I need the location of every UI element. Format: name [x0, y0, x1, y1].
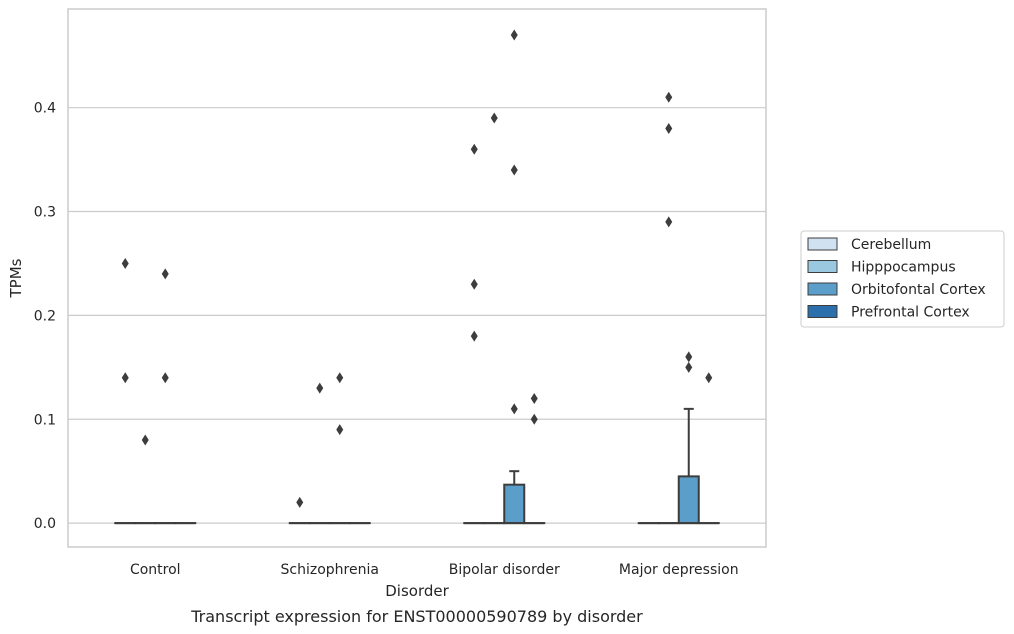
outlier-point: [336, 424, 344, 436]
outlier-point: [490, 112, 498, 124]
outlier-point: [665, 122, 673, 134]
x-axis-label: Disorder: [385, 582, 449, 600]
outlier-point: [161, 268, 169, 280]
box-elements: [114, 407, 720, 525]
outlier-point: [121, 372, 129, 384]
outlier-point: [296, 496, 304, 508]
outlier-point: [470, 143, 478, 155]
outlier-point: [470, 278, 478, 290]
outlier-points: [121, 29, 713, 508]
y-tick-labels: 0.0 0.1 0.2 0.3 0.4: [34, 101, 56, 532]
outlier-point: [161, 372, 169, 384]
y-axis-label: TPMs: [7, 258, 25, 298]
outlier-point: [665, 91, 673, 103]
outlier-point: [470, 330, 478, 342]
x-tick-labels: Control Schizophrenia Bipolar disorder Majo…: [130, 562, 739, 578]
outlier-point: [141, 434, 149, 446]
legend-frame: [800, 230, 1005, 328]
x-tick-label: Control: [130, 562, 181, 578]
outlier-point: [530, 392, 538, 404]
legend: Cerebellum Hipppocampus Orbitofontal Corte…: [800, 230, 1005, 328]
outlier-point: [685, 361, 693, 373]
outlier-point: [336, 372, 344, 384]
x-tick-label: Schizophrenia: [281, 562, 379, 578]
plot-background: [68, 9, 766, 547]
box: [677, 475, 700, 525]
chart-title: Transcript expression for ENST0000059078…: [190, 607, 643, 626]
outlier-point: [121, 257, 129, 269]
legend-swatch: [807, 260, 838, 273]
y-tick-label: 0.0: [34, 516, 56, 532]
x-tick-label: Major depression: [619, 562, 739, 578]
legend-label: Prefrontal Cortex: [851, 305, 970, 321]
legend-label: Cerebellum: [851, 237, 931, 253]
legend-label: Orbitofontal Cortex: [851, 282, 986, 298]
box: [503, 483, 526, 525]
legend-swatch: [807, 305, 838, 318]
outlier-point: [530, 413, 538, 425]
x-tick-label: Bipolar disorder: [449, 562, 560, 578]
y-tick-label: 0.4: [34, 101, 56, 117]
y-tick-label: 0.1: [34, 412, 56, 428]
legend-swatch: [807, 237, 838, 251]
outlier-point: [510, 29, 518, 41]
legend-label: Hipppocampus: [851, 260, 956, 276]
outlier-point: [665, 216, 673, 228]
outlier-point: [510, 403, 518, 415]
y-tick-label: 0.2: [34, 308, 56, 324]
plot-frame: [67, 8, 767, 548]
legend-swatch: [807, 282, 838, 296]
y-tick-label: 0.3: [34, 205, 56, 221]
outlier-point: [705, 372, 713, 384]
outlier-point: [316, 382, 324, 394]
outlier-point: [510, 164, 518, 176]
outlier-point: [685, 351, 693, 363]
